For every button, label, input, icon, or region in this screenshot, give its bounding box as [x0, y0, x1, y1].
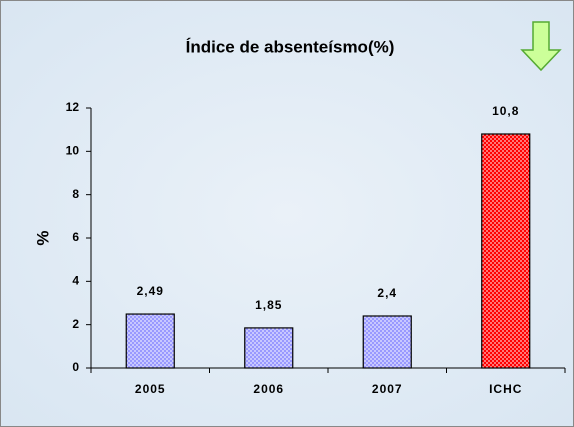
- value-label: 2,4: [377, 286, 397, 300]
- x-tick-label: ICHC: [489, 382, 522, 396]
- value-label: 10,8: [492, 104, 519, 118]
- bar: [125, 313, 175, 369]
- y-axis-label: %: [33, 230, 52, 245]
- x-tick-label: 2005: [135, 382, 166, 396]
- y-tick-label: 0: [72, 360, 79, 374]
- arrow-icon: [520, 21, 562, 72]
- bar: [362, 315, 412, 369]
- y-tick-label: 4: [72, 274, 79, 288]
- y-tick-label: 2: [72, 317, 79, 331]
- bar: [244, 327, 294, 369]
- x-tick-label: 2006: [253, 382, 284, 396]
- y-tick-label: 6: [72, 230, 79, 244]
- y-tick-label: 12: [66, 100, 80, 114]
- bar: [481, 133, 531, 369]
- value-label: 1,85: [255, 298, 282, 312]
- x-tick-label: 2007: [372, 382, 403, 396]
- y-tick-label: 10: [66, 144, 80, 158]
- y-tick-label: 8: [72, 187, 79, 201]
- chart-title: Índice de absenteísmo(%): [186, 37, 395, 56]
- value-label: 2,49: [137, 284, 164, 298]
